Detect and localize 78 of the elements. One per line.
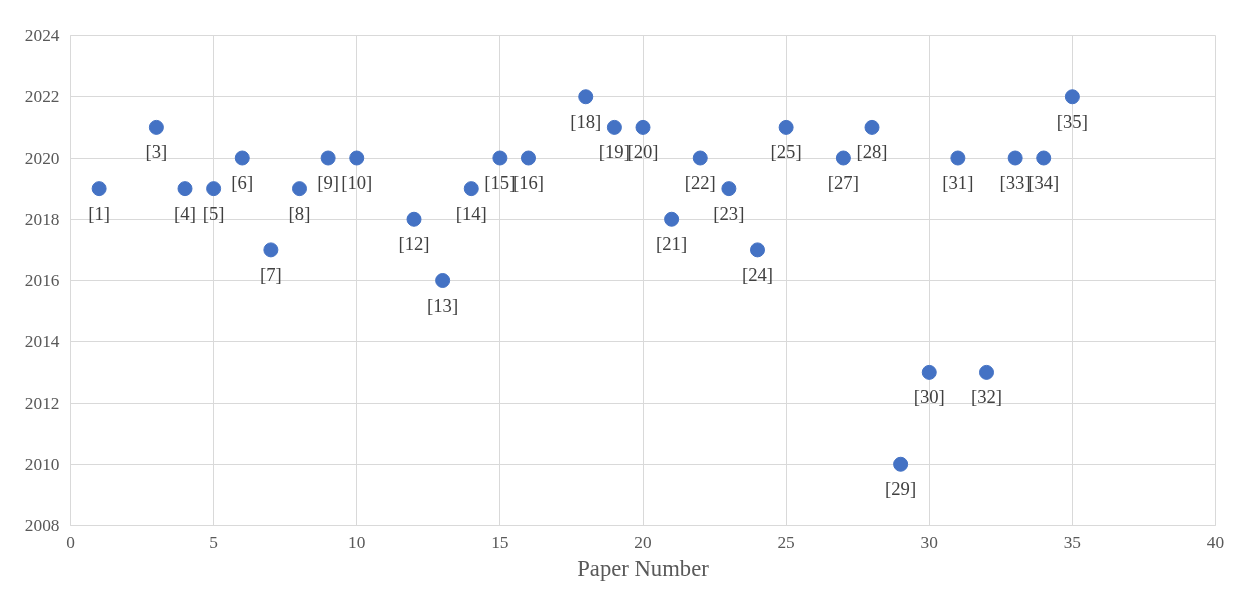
point [721, 181, 737, 197]
y-tick-label: 2008 [24, 516, 60, 535]
point [263, 242, 279, 258]
point [921, 364, 937, 380]
point [606, 119, 622, 135]
annotation: [22] [684, 172, 716, 193]
point [320, 150, 336, 166]
annotation: [13] [427, 294, 459, 316]
x-tick-label: 5 [209, 532, 218, 552]
annotation: [28] [856, 141, 888, 163]
annotation: [5] [202, 202, 225, 224]
point [950, 150, 966, 166]
annotation: [27] [827, 172, 859, 193]
point [177, 181, 193, 197]
annotation: [1] [88, 202, 111, 224]
point [750, 242, 765, 258]
annotation: [8] [288, 202, 311, 224]
annotation: [19] [598, 141, 630, 163]
point [349, 150, 365, 166]
annotation: [7] [260, 263, 282, 285]
annotation: [6] [231, 172, 254, 193]
x-axis-title: Paper Number [577, 555, 710, 581]
point [91, 181, 107, 197]
point [893, 456, 909, 472]
annotation: [25] [770, 141, 802, 163]
annotation: [32] [970, 386, 1003, 408]
annotation: [31] [942, 172, 974, 193]
annotation: [33] [999, 172, 1031, 193]
x-tick-label: 15 [491, 532, 509, 552]
y-tick-label: 2022 [24, 87, 60, 107]
point [148, 119, 164, 135]
annotation: [9] [317, 172, 340, 193]
point [778, 119, 794, 135]
x-tick-label: 10 [348, 532, 366, 552]
point [1064, 89, 1080, 105]
x-tick-label: 35 [1063, 532, 1082, 552]
y-tick-label: 2018 [24, 209, 60, 229]
point [206, 181, 222, 197]
point [492, 150, 508, 166]
point [864, 119, 880, 135]
annotation: [18] [570, 110, 602, 132]
x-tick-label: 0 [66, 532, 75, 552]
point [1007, 150, 1023, 166]
annotation: [14] [455, 202, 487, 224]
y-tick-label: 2012 [24, 393, 60, 413]
annotation: [3] [145, 141, 168, 163]
point [292, 181, 307, 197]
y-tick-label: 2016 [24, 271, 60, 290]
point [692, 150, 708, 166]
point [435, 273, 451, 288]
y-tick-label: 2024 [24, 26, 60, 45]
annotation: [21] [656, 233, 688, 255]
point [578, 89, 594, 105]
y-tick-label: 2020 [24, 148, 60, 168]
point [521, 150, 536, 166]
annotation: [34] [1028, 172, 1060, 193]
point [979, 364, 994, 380]
annotation: [10] [341, 172, 373, 193]
x-tick-label: 30 [920, 532, 938, 552]
annotation: [30] [913, 386, 945, 408]
annotation: [4] [174, 202, 196, 224]
x-tick-label: 40 [1206, 532, 1225, 552]
point [1036, 150, 1052, 166]
point [664, 211, 680, 227]
annotation: [23] [713, 202, 745, 224]
y-tick-label: 2014 [24, 332, 60, 352]
point [406, 211, 422, 227]
point [635, 119, 651, 135]
point [463, 181, 479, 197]
x-tick-label: 25 [777, 532, 795, 552]
point [234, 150, 250, 166]
annotation: [24] [741, 263, 774, 285]
annotation: [35] [1056, 110, 1088, 132]
point [835, 150, 851, 166]
annotation: [12] [398, 233, 430, 255]
x-tick-label: 20 [634, 532, 652, 552]
y-tick-label: 2010 [24, 454, 60, 474]
annotation: [29] [885, 478, 917, 500]
